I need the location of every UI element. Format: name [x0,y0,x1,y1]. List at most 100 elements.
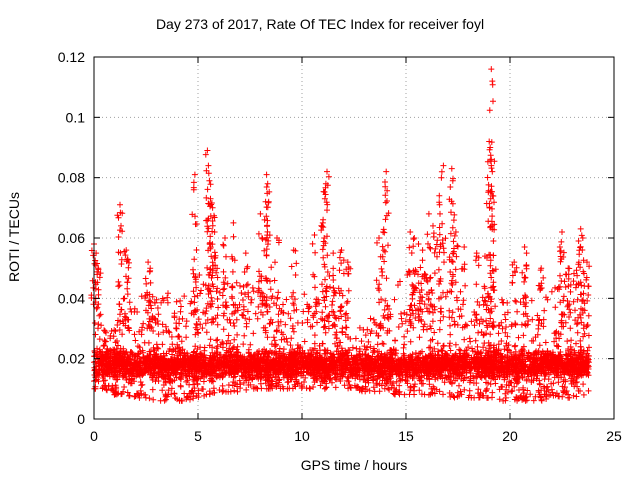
data-point [563,368,570,375]
data-point [480,344,487,351]
data-point [333,364,340,371]
data-point [431,329,438,336]
data-point [568,351,574,358]
data-point [382,381,389,387]
data-point [261,367,268,374]
data-point [401,333,408,340]
data-point [325,312,332,319]
data-point [303,385,310,392]
data-point [421,372,428,379]
data-point [168,333,175,340]
data-point [342,317,349,324]
data-point [179,346,186,353]
data-point [367,343,374,350]
data-point [528,337,535,344]
data-point [149,376,156,383]
data-point [565,394,572,401]
data-point [581,357,588,364]
data-point [234,388,241,395]
data-point [176,348,183,355]
data-point [379,340,386,347]
data-point [519,373,526,380]
data-point [362,346,369,353]
data-point [111,350,118,357]
data-point [431,385,438,392]
data-point [557,349,564,355]
data-point [377,368,384,375]
data-point [147,348,154,355]
data-point [201,374,208,381]
data-point [339,292,346,299]
data-point [365,338,372,345]
data-point [152,316,159,323]
data-point [468,318,475,325]
data-point [496,396,503,403]
data-point [322,347,329,354]
data-point [541,307,548,314]
data-point [411,383,418,390]
data-point [120,365,127,372]
data-point [548,288,555,295]
data-point [254,353,260,360]
data-point [262,329,269,336]
data-point [506,378,513,385]
data-point [215,304,222,311]
data-point [119,331,126,338]
data-point [181,390,188,397]
data-point [370,316,377,323]
data-point [482,373,489,380]
data-point [144,363,151,370]
data-point [514,308,521,315]
data-point [299,320,306,326]
data-point [457,347,464,354]
data-point [219,382,226,389]
data-point [167,379,174,386]
data-point [370,384,377,391]
data-point [137,387,144,394]
data-point [242,363,249,370]
data-point [580,359,587,366]
data-point [142,364,148,371]
data-point [238,290,245,296]
data-point [359,385,366,391]
data-point [201,354,208,361]
data-point [570,298,577,305]
data-point [337,339,344,346]
data-point [200,281,207,288]
data-point [214,336,221,343]
data-point [568,337,575,344]
data-point [488,375,495,382]
data-point [418,287,425,293]
data-point [341,369,348,376]
data-point [264,308,271,315]
data-point [250,288,257,295]
data-point [214,265,221,272]
data-point [512,297,519,304]
data-point [171,390,178,397]
data-point [554,343,561,350]
data-point [508,388,515,395]
data-point [542,371,549,378]
data-point [230,379,237,385]
data-point [428,325,434,332]
data-point [329,363,336,370]
data-point [318,362,324,369]
data-point [239,311,245,318]
data-point [418,380,425,387]
data-point [275,322,282,329]
data-point [145,339,152,346]
data-point [220,387,227,394]
data-point [214,343,221,350]
data-point [384,330,391,336]
data-point [192,343,199,350]
data-point [102,338,109,345]
data-point [435,348,441,355]
data-point [115,317,121,324]
data-point [485,349,492,355]
data-point [456,382,462,389]
data-point [570,379,577,386]
data-point [519,396,526,403]
data-point [515,395,522,402]
data-point [456,346,463,353]
data-point [101,327,108,334]
